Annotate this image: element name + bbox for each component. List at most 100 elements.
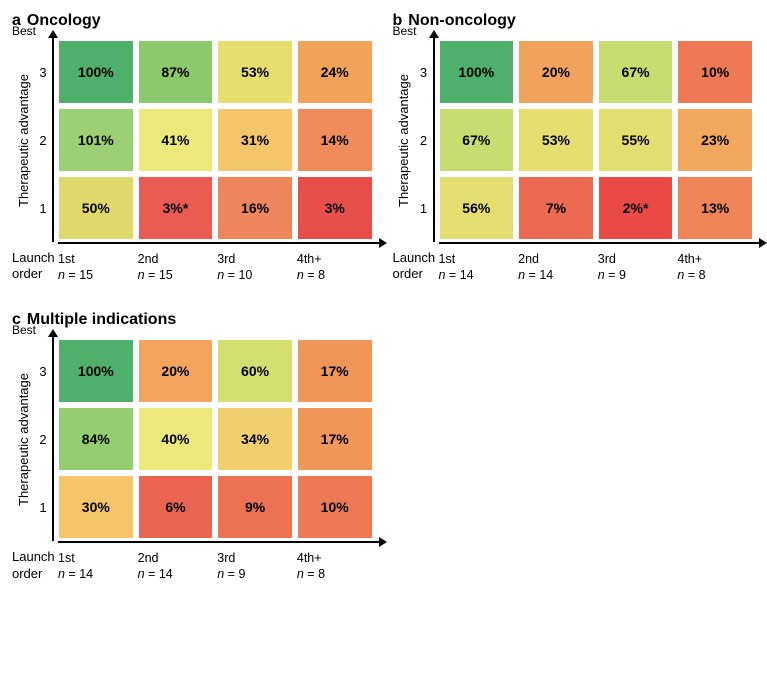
x-tick: 2ndn = 14 (138, 551, 214, 582)
x-tick: 3rdn = 9 (217, 551, 293, 582)
y-tick: 3 (39, 65, 46, 80)
panel-c-title: cMultiple indications (12, 311, 375, 329)
heatmap-cell: 10% (677, 40, 753, 104)
heatmap-cell: 7% (518, 176, 594, 240)
best-label: Best (12, 24, 36, 38)
heatmap-cell: 10% (297, 475, 373, 539)
heatmap-grid-area: Best 100% 87% 53% 24% 101% 41% 31% 14% 5… (52, 38, 375, 242)
heatmap-cell: 67% (439, 108, 515, 172)
y-tick: 1 (420, 201, 427, 216)
y-axis-label: Therapeutic advantage (393, 38, 415, 242)
y-tick: 1 (39, 201, 46, 216)
panel-b-title-text: Non-oncology (408, 12, 516, 29)
panel-a-title-text: Oncology (27, 12, 101, 29)
figure-panels: aOncology Therapeutic advantage 3 2 1 Be… (12, 12, 755, 583)
heatmap-cell: 53% (518, 108, 594, 172)
heatmap-cell: 14% (297, 108, 373, 172)
panel-c-cells: 100% 20% 60% 17% 84% 40% 34% 17% 30% 6% … (52, 337, 375, 541)
panel-b-cells: 100% 20% 67% 10% 67% 53% 55% 23% 56% 7% … (433, 38, 756, 242)
y-tick: 2 (39, 133, 46, 148)
heatmap-cell: 20% (138, 339, 214, 403)
heatmap-cell: 53% (217, 40, 293, 104)
y-axis-line (52, 337, 54, 541)
panel-a-cells: 100% 87% 53% 24% 101% 41% 31% 14% 50% 3%… (52, 38, 375, 242)
heatmap-cell: 101% (58, 108, 134, 172)
heatmap-cell: 87% (138, 40, 214, 104)
heatmap-cell: 40% (138, 407, 214, 471)
panel-b-title: bNon-oncology (393, 12, 756, 30)
panel-c: cMultiple indications Therapeutic advant… (12, 311, 375, 582)
x-axis-arrow-icon (379, 537, 387, 547)
x-axis-area: 1stn = 14 2ndn = 14 3rdn = 9 4th+n = 8 (433, 242, 756, 283)
y-ticks: 3 2 1 (415, 38, 433, 242)
heatmap-cell: 84% (58, 407, 134, 471)
panel-a-title: aOncology (12, 12, 375, 30)
heatmap-cell: 50% (58, 176, 134, 240)
x-axis-label: Launch order (393, 242, 433, 283)
heatmap-cell: 6% (138, 475, 214, 539)
y-tick: 3 (420, 65, 427, 80)
x-tick: 3rdn = 9 (598, 252, 674, 283)
heatmap-grid-area: Best 100% 20% 60% 17% 84% 40% 34% 17% 30… (52, 337, 375, 541)
panel-b-chart: Therapeutic advantage 3 2 1 Best 100% 20… (393, 38, 756, 283)
x-tick: 2ndn = 14 (518, 252, 594, 283)
x-axis-line (58, 541, 381, 543)
heatmap-cell: 41% (138, 108, 214, 172)
heatmap-cell: 16% (217, 176, 293, 240)
heatmap-cell: 24% (297, 40, 373, 104)
panel-c-title-text: Multiple indications (27, 311, 176, 328)
heatmap-cell: 56% (439, 176, 515, 240)
heatmap-cell: 9% (217, 475, 293, 539)
x-tick: 1stn = 14 (58, 551, 134, 582)
x-axis-label: Launch order (12, 242, 52, 283)
heatmap-cell: 23% (677, 108, 753, 172)
heatmap-grid-area: Best 100% 20% 67% 10% 67% 53% 55% 23% 56… (433, 38, 756, 242)
y-ticks: 3 2 1 (34, 337, 52, 541)
heatmap-cell: 34% (217, 407, 293, 471)
x-axis-label: Launch order (12, 541, 52, 582)
x-tick: 2ndn = 15 (138, 252, 214, 283)
y-axis-label: Therapeutic advantage (12, 337, 34, 541)
heatmap-cell: 2%* (598, 176, 674, 240)
x-tick: 1stn = 14 (439, 252, 515, 283)
x-axis-arrow-icon (379, 238, 387, 248)
x-tick-labels: 1stn = 14 2ndn = 14 3rdn = 9 4th+n = 8 (433, 246, 756, 283)
best-label: Best (393, 24, 417, 38)
y-tick: 2 (39, 432, 46, 447)
heatmap-cell: 3% (297, 176, 373, 240)
x-tick: 4th+n = 8 (677, 252, 753, 283)
heatmap-cell: 67% (598, 40, 674, 104)
x-axis-area: 1stn = 15 2ndn = 15 3rdn = 10 4th+n = 8 (52, 242, 375, 283)
heatmap-cell: 31% (217, 108, 293, 172)
y-axis-line (52, 38, 54, 242)
x-axis-line (58, 242, 381, 244)
x-tick: 1stn = 15 (58, 252, 134, 283)
x-axis-arrow-icon (759, 238, 767, 248)
x-tick: 4th+n = 8 (297, 551, 373, 582)
heatmap-cell: 100% (58, 339, 134, 403)
heatmap-cell: 30% (58, 475, 134, 539)
panel-c-chart: Therapeutic advantage 3 2 1 Best 100% 20… (12, 337, 375, 582)
heatmap-cell: 55% (598, 108, 674, 172)
heatmap-cell: 3%* (138, 176, 214, 240)
y-tick: 3 (39, 364, 46, 379)
y-axis-arrow-icon (429, 30, 439, 38)
y-axis-label: Therapeutic advantage (12, 38, 34, 242)
panel-a: aOncology Therapeutic advantage 3 2 1 Be… (12, 12, 375, 283)
x-tick-labels: 1stn = 15 2ndn = 15 3rdn = 10 4th+n = 8 (52, 246, 375, 283)
best-label: Best (12, 323, 36, 337)
y-axis-line (433, 38, 435, 242)
x-tick: 4th+n = 8 (297, 252, 373, 283)
x-axis-line (439, 242, 762, 244)
y-axis-arrow-icon (48, 329, 58, 337)
heatmap-cell: 17% (297, 407, 373, 471)
y-ticks: 3 2 1 (34, 38, 52, 242)
heatmap-cell: 17% (297, 339, 373, 403)
panel-a-chart: Therapeutic advantage 3 2 1 Best 100% 87… (12, 38, 375, 283)
panel-b: bNon-oncology Therapeutic advantage 3 2 … (393, 12, 756, 283)
y-axis-arrow-icon (48, 30, 58, 38)
heatmap-cell: 60% (217, 339, 293, 403)
y-tick: 2 (420, 133, 427, 148)
x-tick-labels: 1stn = 14 2ndn = 14 3rdn = 9 4th+n = 8 (52, 545, 375, 582)
heatmap-cell: 100% (58, 40, 134, 104)
